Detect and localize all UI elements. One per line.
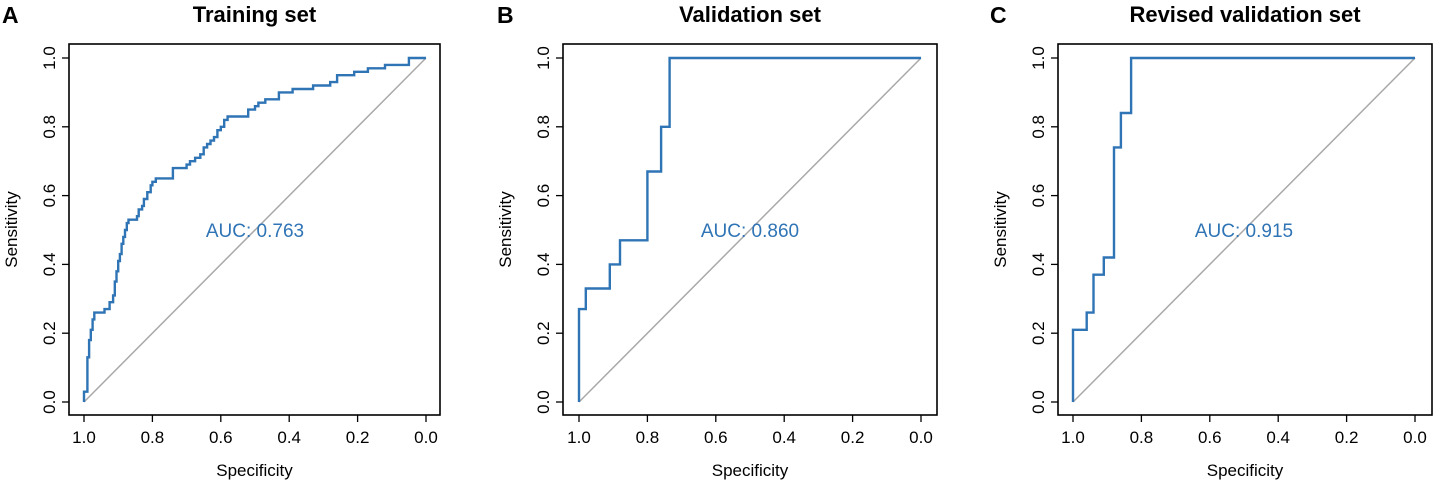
x-tick-label: 0.4 [772,428,796,447]
plot-frame [68,43,441,416]
x-tick-label: 0.4 [277,428,301,447]
y-tick-label: 0.2 [40,321,59,345]
panel-title: Revised validation set [1129,2,1361,27]
x-tick-label: 0.6 [209,428,233,447]
x-tick-label: 0.2 [1335,428,1359,447]
y-tick-label: 0.8 [1029,115,1048,139]
roc-panel-b: B Validation set 1.0 0.8 0.6 0.4 0.2 0.0 0.0 0.2 0… [496,2,938,480]
auc-annotation: AUC: 0.763 [206,221,304,242]
x-tick-label: 0.0 [909,428,933,447]
roc-panel-c: C Revised validation set 1.0 0.8 0.6 0.4 0.2 0.… [990,2,1433,480]
y-tick-label: 0.8 [534,115,553,139]
x-tick-label: 0.8 [636,428,660,447]
reference-diagonal [578,57,922,403]
roc-curve [1071,56,1415,402]
roc-curve [577,56,921,402]
y-tick-label: 0.0 [534,390,553,414]
y-tick-label: 0.4 [1029,253,1048,277]
x-tick-label: 0.6 [1198,428,1222,447]
panel-title: Training set [193,2,317,27]
panel-title: Validation set [679,2,821,27]
reference-diagonal [83,57,427,403]
y-tick-label: 1.0 [534,46,553,70]
auc-annotation: AUC: 0.860 [701,221,799,242]
x-axis-label: Specificity [1207,461,1284,480]
y-tick-label: 0.8 [40,115,59,139]
y-tick-label: 0.2 [534,321,553,345]
roc-curve [82,56,426,402]
plot-frame [1057,43,1433,416]
panel-letter: A [2,2,19,28]
y-tick-label: 0.4 [40,253,59,277]
y-tick-label: 0.0 [40,390,59,414]
x-tick-label: 1.0 [567,428,591,447]
x-tick-label: 1.0 [72,428,96,447]
roc-panel-a: A Training set 1.0 0.8 0.6 0.4 0.2 0.0 0.0 0.2 0.4… [2,2,441,480]
x-tick-label: 0.4 [1266,428,1290,447]
y-tick-label: 0.6 [534,184,553,208]
y-tick-label: 1.0 [1029,46,1048,70]
x-tick-label: 0.2 [346,428,370,447]
x-tick-label: 0.2 [841,428,865,447]
y-tick-label: 1.0 [40,46,59,70]
x-axis-label: Specificity [712,461,789,480]
y-tick-label: 0.6 [1029,184,1048,208]
plot-frame [562,43,938,416]
y-axis-label: Sensitivity [2,191,21,268]
panel-letter: C [990,2,1007,28]
y-tick-label: 0.6 [40,184,59,208]
auc-annotation: AUC: 0.915 [1195,221,1293,242]
reference-diagonal [1072,57,1416,403]
panel-letter: B [497,2,514,28]
x-axis-label: Specificity [216,461,293,480]
y-tick-label: 0.0 [1029,390,1048,414]
y-tick-label: 0.4 [534,253,553,277]
y-tick-label: 0.2 [1029,321,1048,345]
x-tick-label: 0.8 [1130,428,1154,447]
y-axis-label: Sensitivity [496,191,515,268]
x-tick-label: 0.0 [1403,428,1427,447]
x-tick-label: 0.0 [414,428,438,447]
x-tick-label: 0.8 [141,428,165,447]
y-axis-label: Sensitivity [991,191,1010,268]
x-tick-label: 1.0 [1061,428,1085,447]
x-tick-label: 0.6 [704,428,728,447]
